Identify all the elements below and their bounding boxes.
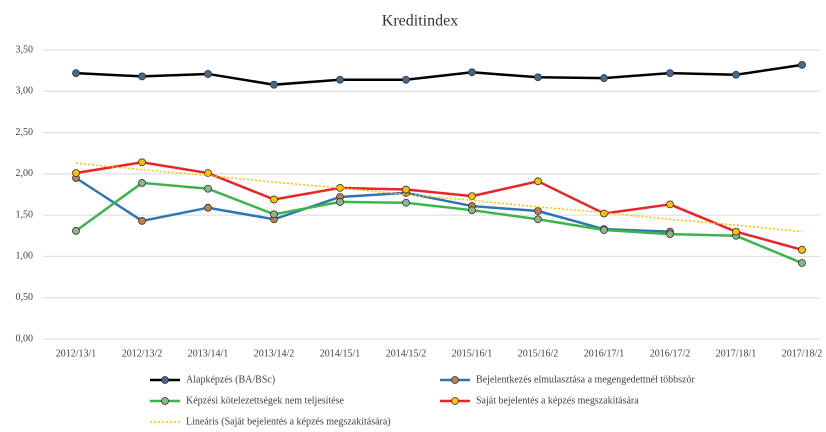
data-point — [600, 74, 608, 82]
data-point — [336, 198, 344, 206]
legend-marker — [451, 397, 459, 405]
y-tick-label: 2,00 — [16, 168, 34, 179]
x-tick-label: 2015/16/2 — [518, 348, 559, 359]
data-point — [204, 169, 212, 177]
data-point — [336, 75, 344, 84]
legend-label: Képzési kötelezettségek nem teljesítése — [186, 395, 345, 406]
legend-marker — [161, 397, 169, 405]
y-tick-label: 0,50 — [16, 292, 34, 303]
data-point — [666, 230, 674, 239]
x-tick-label: 2016/17/2 — [650, 348, 691, 359]
data-point — [534, 207, 542, 215]
data-point — [72, 69, 80, 78]
data-point — [732, 227, 740, 236]
series-line — [75, 181, 803, 265]
data-point — [798, 245, 806, 254]
data-point — [666, 200, 674, 209]
x-tick-label: 2015/16/1 — [452, 348, 493, 359]
data-point — [534, 177, 542, 186]
data-point — [204, 184, 212, 193]
data-point — [270, 195, 278, 204]
data-point — [138, 72, 146, 81]
legend-marker — [451, 376, 459, 384]
series-line — [75, 162, 803, 233]
data-point — [468, 192, 476, 201]
data-point — [732, 70, 740, 79]
data-point — [402, 185, 410, 194]
x-tick-label: 2014/15/2 — [386, 348, 427, 359]
data-point — [798, 60, 806, 69]
series-line — [75, 176, 671, 233]
x-tick-label: 2014/15/1 — [320, 348, 361, 359]
data-point — [402, 75, 410, 84]
data-point — [666, 69, 674, 78]
y-tick-label: 0,00 — [16, 333, 34, 344]
y-tick-label: 1,50 — [16, 209, 34, 220]
data-point — [402, 198, 410, 207]
x-tick-label: 2013/14/1 — [188, 348, 229, 359]
data-point — [534, 73, 542, 82]
data-point — [72, 226, 80, 235]
x-tick-label: 2017/18/1 — [716, 348, 757, 359]
data-point — [798, 259, 806, 267]
data-point — [138, 179, 146, 187]
y-tick-label: 1,00 — [16, 251, 34, 262]
x-tick-label: 2012/13/2 — [122, 348, 163, 359]
data-point — [204, 70, 212, 78]
series-line — [75, 161, 803, 252]
series-line — [75, 63, 803, 86]
data-point — [534, 215, 542, 224]
y-tick-label: 3,00 — [16, 86, 34, 97]
x-tick-label: 2016/17/1 — [584, 348, 625, 359]
legend-label: Bejelentkezés elmulasztása a megengedett… — [476, 374, 695, 385]
data-point — [270, 80, 278, 89]
legend-label: Alapképzés (BA/BSc) — [186, 374, 275, 385]
data-point — [468, 206, 476, 215]
chart-title: Kreditindex — [382, 13, 458, 30]
data-point — [600, 226, 608, 234]
y-tick-label: 3,50 — [16, 44, 34, 55]
legend-label: Saját bejelentés a képzés megszakítására — [476, 395, 639, 406]
data-point — [468, 68, 476, 77]
data-point — [138, 217, 146, 225]
data-point — [270, 210, 278, 219]
x-tick-label: 2017/18/2 — [782, 348, 823, 359]
data-point — [204, 203, 212, 212]
legend-marker — [161, 376, 169, 384]
data-point — [138, 158, 146, 167]
data-point — [72, 169, 80, 177]
y-tick-label: 2,50 — [16, 127, 34, 138]
legend-label: Lineáris (Saját bejelentés a képzés megs… — [186, 416, 391, 427]
x-tick-label: 2012/13/1 — [56, 348, 97, 359]
x-tick-label: 2013/14/2 — [254, 348, 295, 359]
